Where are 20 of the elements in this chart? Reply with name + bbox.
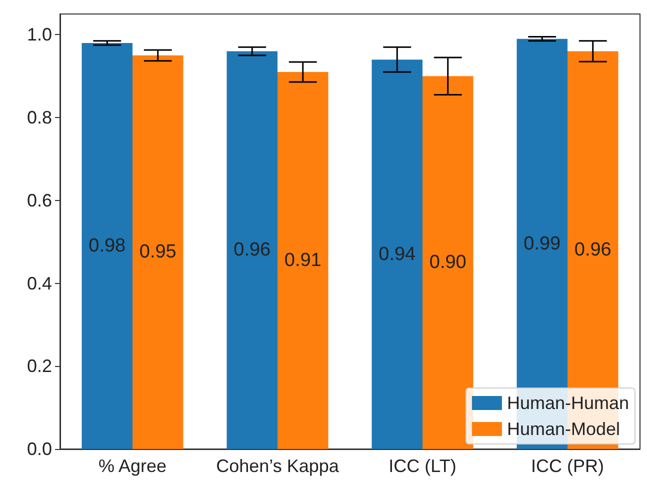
data-label: 0.95 [139, 242, 176, 263]
y-tick-label: 0.0 [26, 439, 52, 459]
data-label: 0.96 [574, 240, 612, 261]
data-label: 0.90 [429, 252, 466, 274]
y-tick-label: 0.8 [26, 108, 52, 128]
legend-label: Human-Human [506, 393, 629, 413]
legend-label: Human-Model [506, 419, 620, 439]
x-tick-label: % Agree [98, 456, 167, 476]
data-label: 0.98 [88, 236, 126, 256]
y-tick-label: 0.6 [26, 190, 52, 210]
y-tick-label: 0.2 [26, 356, 52, 376]
data-label: 0.99 [524, 233, 561, 254]
data-label: 0.91 [284, 250, 322, 271]
y-tick-label: 0.4 [26, 273, 52, 294]
data-label: 0.94 [378, 244, 416, 265]
x-tick-label: ICC (LT) [388, 456, 456, 476]
data-label: 0.96 [234, 240, 271, 261]
x-tick-label: ICC (PR) [531, 456, 604, 476]
y-tick-label: 1.0 [26, 24, 52, 45]
x-tick-label: Cohen’s Kappa [216, 456, 340, 476]
